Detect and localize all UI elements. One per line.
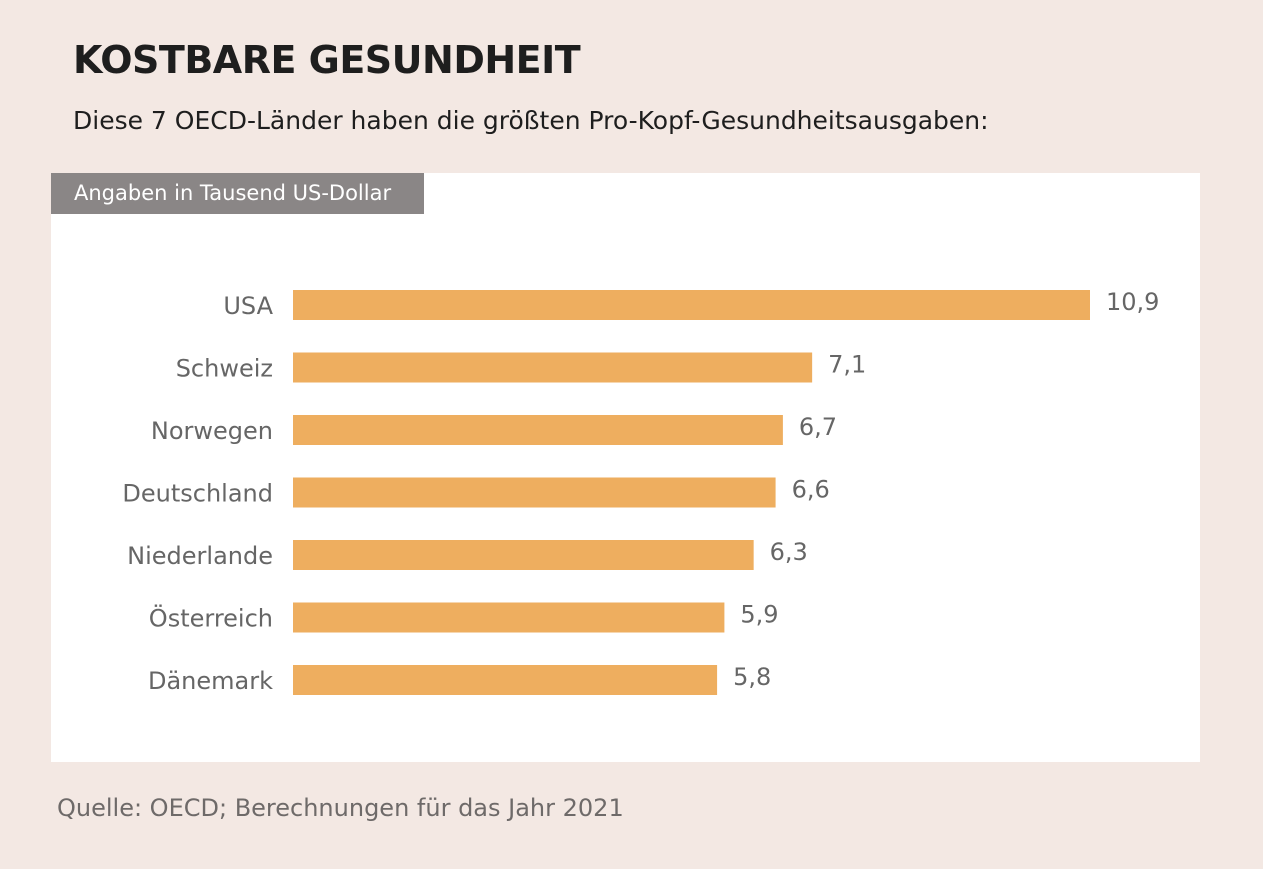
value-label: 6,3 (770, 538, 808, 566)
value-label: 6,7 (799, 413, 837, 441)
bar (293, 477, 776, 508)
bar (293, 415, 783, 445)
category-label: Dänemark (148, 667, 273, 695)
unit-label: Angaben in Tausend US-Dollar (51, 173, 424, 214)
category-label: Österreich (149, 604, 273, 633)
category-label: Norwegen (151, 417, 273, 445)
category-label: Schweiz (176, 355, 273, 383)
category-label: Deutschland (122, 480, 273, 508)
value-label: 10,9 (1106, 288, 1159, 316)
chart-title: KOSTBARE GESUNDHEIT (73, 38, 581, 82)
bar (293, 665, 718, 695)
bar (293, 602, 725, 633)
bar (293, 290, 1090, 320)
source-note: Quelle: OECD; Berechnungen für das Jahr … (57, 794, 624, 822)
category-label: Niederlande (127, 542, 273, 570)
chart-subtitle: Diese 7 OECD-Länder haben die größten Pr… (73, 106, 989, 135)
bar (293, 352, 813, 383)
value-label: 6,6 (792, 476, 830, 504)
value-label: 5,8 (733, 663, 771, 691)
category-label: USA (223, 292, 273, 320)
value-label: 5,9 (740, 601, 778, 629)
bar (293, 540, 754, 570)
chart-panel (51, 173, 1200, 762)
value-label: 7,1 (828, 351, 866, 379)
